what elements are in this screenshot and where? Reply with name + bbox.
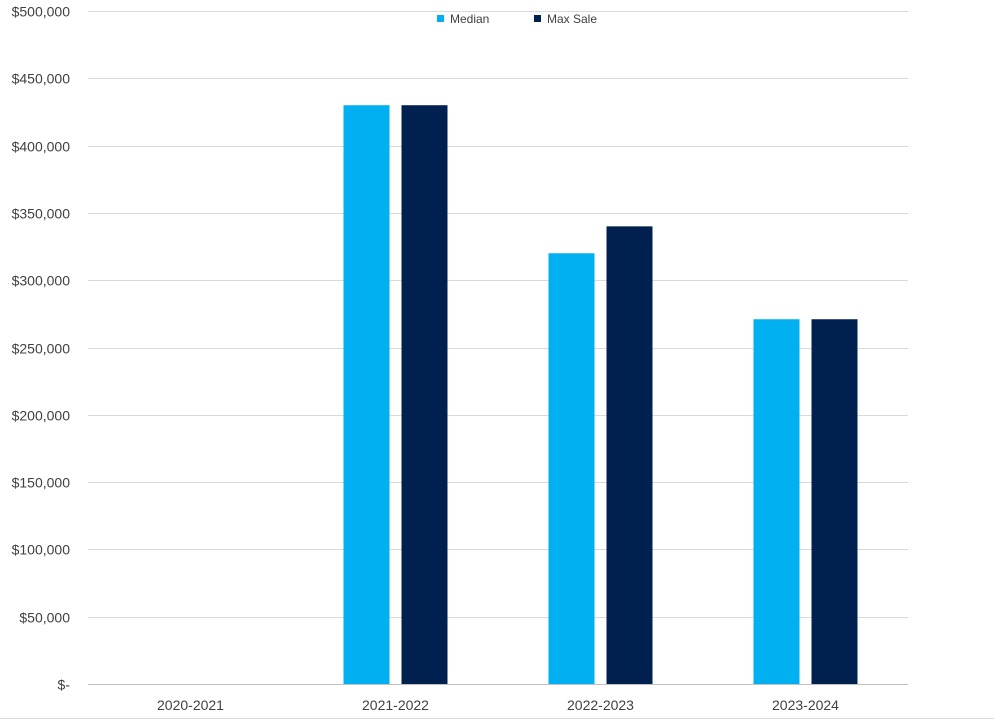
legend: Median Max Sale — [437, 12, 597, 26]
x-tick-label: 2020-2021 — [157, 697, 224, 713]
legend-swatch-max-sale — [534, 15, 541, 22]
bar-max-sale-2023-2024 — [811, 319, 858, 684]
y-tick-label: $500,000 — [12, 4, 71, 20]
bars — [343, 105, 858, 685]
bar-max-sale-2022-2023 — [606, 226, 653, 685]
axes — [0, 684, 994, 719]
legend-label-median: Median — [450, 12, 489, 26]
x-axis-tick-labels: 2020-2021 2021-2022 2022-2023 2023-2024 — [157, 697, 839, 713]
bar-median-2023-2024 — [753, 319, 800, 684]
y-tick-label: $300,000 — [12, 273, 71, 289]
y-axis-tick-labels: $- $50,000 $100,000 $150,000 $200,000 $250,00… — [12, 4, 71, 693]
bar-median-2021-2022 — [343, 105, 390, 685]
y-tick-label: $150,000 — [12, 475, 71, 491]
y-tick-label: $250,000 — [12, 341, 71, 357]
x-tick-label: 2022-2023 — [567, 697, 634, 713]
y-tick-label: $100,000 — [12, 542, 71, 558]
y-tick-label: $50,000 — [19, 610, 70, 626]
x-tick-label: 2023-2024 — [772, 697, 839, 713]
y-tick-label: $400,000 — [12, 139, 71, 155]
legend-label-max-sale: Max Sale — [547, 12, 597, 26]
y-tick-label: $350,000 — [12, 206, 71, 222]
legend-swatch-median — [437, 15, 444, 22]
x-tick-label: 2021-2022 — [362, 697, 429, 713]
y-tick-label: $450,000 — [12, 71, 71, 87]
bar-max-sale-2021-2022 — [401, 105, 448, 685]
bar-median-2022-2023 — [548, 253, 595, 684]
y-tick-label: $200,000 — [12, 408, 71, 424]
y-tick-label: $- — [58, 677, 71, 693]
gridlines — [88, 11, 908, 618]
